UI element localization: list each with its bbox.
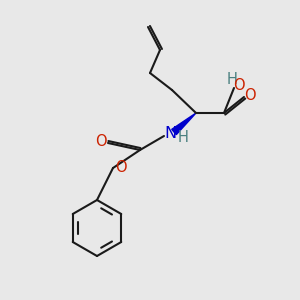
Text: O: O [95,134,107,149]
Text: O: O [244,88,256,103]
Text: N: N [164,125,176,140]
Text: H: H [226,71,237,86]
Text: H: H [178,130,188,146]
Polygon shape [172,113,196,135]
Text: O: O [233,77,245,92]
Text: O: O [115,160,127,175]
